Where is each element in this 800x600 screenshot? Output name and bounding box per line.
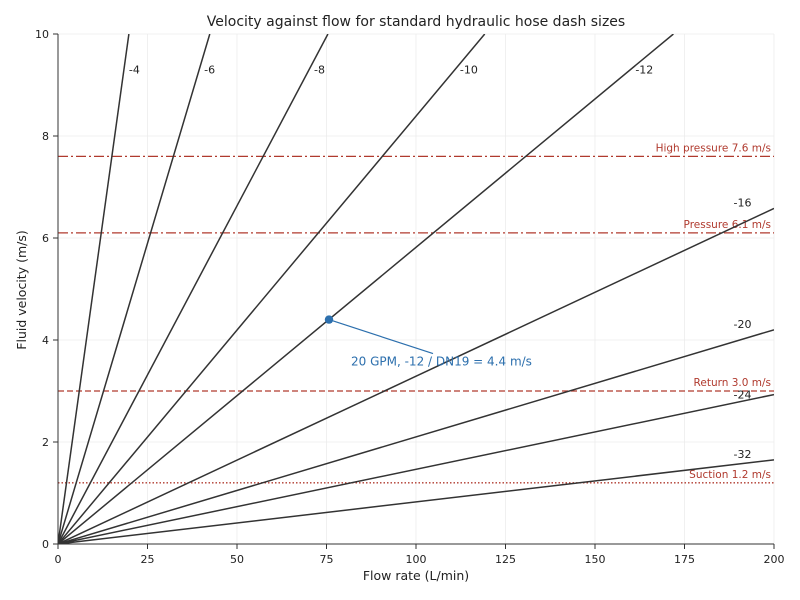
x-tick-label: 150 xyxy=(585,553,606,566)
series-label: -4 xyxy=(129,64,140,77)
annotation-point xyxy=(324,315,334,324)
x-tick-label: 100 xyxy=(406,553,427,566)
y-tick-label: 6 xyxy=(42,232,49,245)
series-line xyxy=(58,34,130,544)
series-line xyxy=(58,34,674,544)
series-label: -32 xyxy=(734,448,752,461)
annotation-label: 20 GPM, -12 / DN19 = 4.4 m/s xyxy=(351,355,532,369)
x-tick-label: 0 xyxy=(55,553,62,566)
chart-title: Velocity against flow for standard hydra… xyxy=(207,14,625,30)
series-line xyxy=(58,34,329,544)
series-line xyxy=(58,34,486,544)
x-axis-title: Flow rate (L/min) xyxy=(363,568,469,583)
y-tick-label: 4 xyxy=(42,334,49,347)
reference-line-label: Pressure 6.1 m/s xyxy=(684,219,771,231)
x-tick-label: 75 xyxy=(320,553,334,566)
series-label: -6 xyxy=(204,64,215,77)
y-tick-label: 2 xyxy=(42,436,49,449)
reference-line-label: High pressure 7.6 m/s xyxy=(656,142,771,154)
y-tick-label: 0 xyxy=(42,538,49,551)
series-label: -12 xyxy=(635,64,653,77)
series-line xyxy=(58,329,774,544)
series-label: -20 xyxy=(734,318,752,331)
annotation: 20 GPM, -12 / DN19 = 4.4 m/s xyxy=(324,315,532,369)
series-line xyxy=(58,459,774,544)
series-line xyxy=(58,393,774,544)
grid xyxy=(57,33,775,545)
series-line xyxy=(58,207,774,544)
y-tick-label: 8 xyxy=(42,130,49,143)
series-label: -10 xyxy=(460,64,478,77)
series-label: -8 xyxy=(314,64,325,77)
x-tick-label: 175 xyxy=(674,553,695,566)
y-tick-label: 10 xyxy=(35,28,49,41)
series-labels: -4 -6 -8 -10 -12 -16 -20 -24 -32 xyxy=(129,64,752,461)
reference-lines: High pressure 7.6 m/s Pressure 6.1 m/s Ret… xyxy=(58,142,774,484)
series-label: -16 xyxy=(734,196,752,209)
series-lines xyxy=(58,34,774,544)
y-axis-title: Fluid velocity (m/s) xyxy=(14,230,29,349)
reference-line-label: Return 3.0 m/s xyxy=(694,377,771,389)
series-line xyxy=(58,34,211,544)
series-label: -24 xyxy=(734,389,752,402)
x-tick-label: 25 xyxy=(141,553,155,566)
annotation-arrow xyxy=(328,319,434,355)
x-tick-label: 200 xyxy=(764,553,785,566)
x-tick-label: 50 xyxy=(230,553,244,566)
x-tick-label: 125 xyxy=(495,553,516,566)
reference-line-label: Suction 1.2 m/s xyxy=(689,469,771,481)
axes: 0 25 50 75 100 125 150 175 200 0 2 4 6 8 10 xyxy=(35,28,785,566)
